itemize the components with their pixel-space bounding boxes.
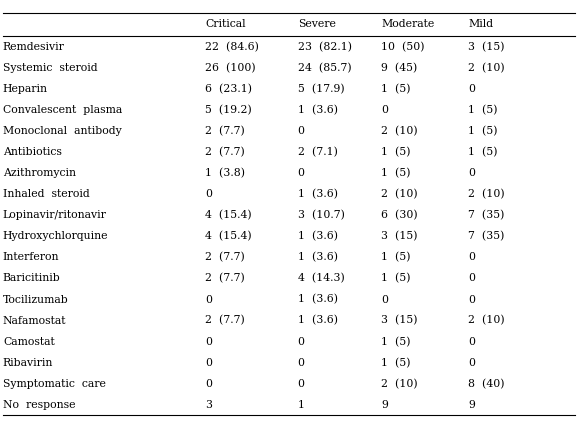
Text: Systemic  steroid: Systemic steroid (3, 63, 98, 73)
Text: 10  (50): 10 (50) (381, 42, 425, 52)
Text: 0: 0 (205, 358, 212, 368)
Text: Heparin: Heparin (3, 84, 48, 94)
Text: 7  (35): 7 (35) (468, 231, 505, 242)
Text: 0: 0 (205, 189, 212, 199)
Text: Moderate: Moderate (381, 20, 435, 29)
Text: 0: 0 (468, 84, 475, 94)
Text: 1  (3.6): 1 (3.6) (298, 294, 338, 305)
Text: 6  (30): 6 (30) (381, 210, 418, 220)
Text: 2  (7.7): 2 (7.7) (205, 273, 245, 284)
Text: 1  (3.6): 1 (3.6) (298, 315, 338, 326)
Text: 4  (14.3): 4 (14.3) (298, 273, 344, 284)
Text: 0: 0 (468, 252, 475, 262)
Text: 1  (5): 1 (5) (381, 273, 411, 284)
Text: 2  (7.7): 2 (7.7) (205, 147, 245, 157)
Text: 1  (3.8): 1 (3.8) (205, 168, 245, 178)
Text: 1  (5): 1 (5) (381, 252, 411, 262)
Text: 3  (15): 3 (15) (468, 42, 505, 52)
Text: 0: 0 (298, 126, 305, 136)
Text: 8  (40): 8 (40) (468, 379, 505, 389)
Text: 1: 1 (298, 400, 305, 410)
Text: 2  (10): 2 (10) (468, 315, 505, 326)
Text: 0: 0 (468, 168, 475, 178)
Text: 9: 9 (468, 400, 475, 410)
Text: 4  (15.4): 4 (15.4) (205, 231, 252, 242)
Text: 1  (5): 1 (5) (468, 147, 498, 157)
Text: 2  (7.7): 2 (7.7) (205, 252, 245, 262)
Text: 24  (85.7): 24 (85.7) (298, 63, 351, 73)
Text: Baricitinib: Baricitinib (3, 273, 61, 283)
Text: 0: 0 (381, 105, 388, 115)
Text: Azithromycin: Azithromycin (3, 168, 76, 178)
Text: 6  (23.1): 6 (23.1) (205, 84, 252, 94)
Text: 9: 9 (381, 400, 388, 410)
Text: 0: 0 (298, 379, 305, 389)
Text: 1  (5): 1 (5) (468, 126, 498, 136)
Text: 0: 0 (205, 379, 212, 389)
Text: Severe: Severe (298, 20, 336, 29)
Text: 0: 0 (298, 168, 305, 178)
Text: 3: 3 (205, 400, 212, 410)
Text: 1  (5): 1 (5) (381, 147, 411, 157)
Text: 7  (35): 7 (35) (468, 210, 505, 220)
Text: No  response: No response (3, 400, 75, 410)
Text: 1  (5): 1 (5) (381, 84, 411, 94)
Text: Convalescent  plasma: Convalescent plasma (3, 105, 122, 115)
Text: 26  (100): 26 (100) (205, 63, 256, 73)
Text: 1  (5): 1 (5) (381, 357, 411, 368)
Text: 3  (15): 3 (15) (381, 315, 418, 326)
Text: 23  (82.1): 23 (82.1) (298, 42, 351, 52)
Text: 22  (84.6): 22 (84.6) (205, 42, 259, 52)
Text: 0: 0 (468, 294, 475, 305)
Text: 1  (5): 1 (5) (381, 337, 411, 347)
Text: 2  (10): 2 (10) (468, 63, 505, 73)
Text: Interferon: Interferon (3, 252, 60, 262)
Text: 1  (3.6): 1 (3.6) (298, 189, 338, 199)
Text: Lopinavir/ritonavir: Lopinavir/ritonavir (3, 210, 107, 220)
Text: 0: 0 (205, 337, 212, 347)
Text: 2  (7.1): 2 (7.1) (298, 147, 338, 157)
Text: 2  (7.7): 2 (7.7) (205, 315, 245, 326)
Text: 0: 0 (298, 358, 305, 368)
Text: Ribavirin: Ribavirin (3, 358, 53, 368)
Text: 3  (10.7): 3 (10.7) (298, 210, 344, 220)
Text: 1  (5): 1 (5) (468, 105, 498, 115)
Text: Critical: Critical (205, 20, 246, 29)
Text: 2  (7.7): 2 (7.7) (205, 126, 245, 136)
Text: Symptomatic  care: Symptomatic care (3, 379, 106, 389)
Text: Hydroxychlorquine: Hydroxychlorquine (3, 231, 109, 241)
Text: Antibiotics: Antibiotics (3, 147, 62, 157)
Text: 2  (10): 2 (10) (381, 189, 418, 199)
Text: 3  (15): 3 (15) (381, 231, 418, 242)
Text: 4  (15.4): 4 (15.4) (205, 210, 252, 220)
Text: 0: 0 (468, 337, 475, 347)
Text: 2  (10): 2 (10) (468, 189, 505, 199)
Text: Remdesivir: Remdesivir (3, 42, 65, 52)
Text: 1  (3.6): 1 (3.6) (298, 231, 338, 242)
Text: 0: 0 (205, 294, 212, 305)
Text: 0: 0 (381, 294, 388, 305)
Text: Camostat: Camostat (3, 337, 55, 347)
Text: 1  (3.6): 1 (3.6) (298, 252, 338, 262)
Text: Tocilizumab: Tocilizumab (3, 294, 69, 305)
Text: 0: 0 (468, 358, 475, 368)
Text: Monoclonal  antibody: Monoclonal antibody (3, 126, 121, 136)
Text: 0: 0 (468, 273, 475, 283)
Text: 9  (45): 9 (45) (381, 63, 418, 73)
Text: Mild: Mild (468, 20, 493, 29)
Text: 2  (10): 2 (10) (381, 379, 418, 389)
Text: 1  (3.6): 1 (3.6) (298, 105, 338, 115)
Text: 5  (17.9): 5 (17.9) (298, 84, 344, 94)
Text: 1  (5): 1 (5) (381, 168, 411, 178)
Text: 2  (10): 2 (10) (381, 126, 418, 136)
Text: Inhaled  steroid: Inhaled steroid (3, 189, 90, 199)
Text: 0: 0 (298, 337, 305, 347)
Text: Nafamostat: Nafamostat (3, 316, 66, 325)
Text: 5  (19.2): 5 (19.2) (205, 105, 252, 115)
